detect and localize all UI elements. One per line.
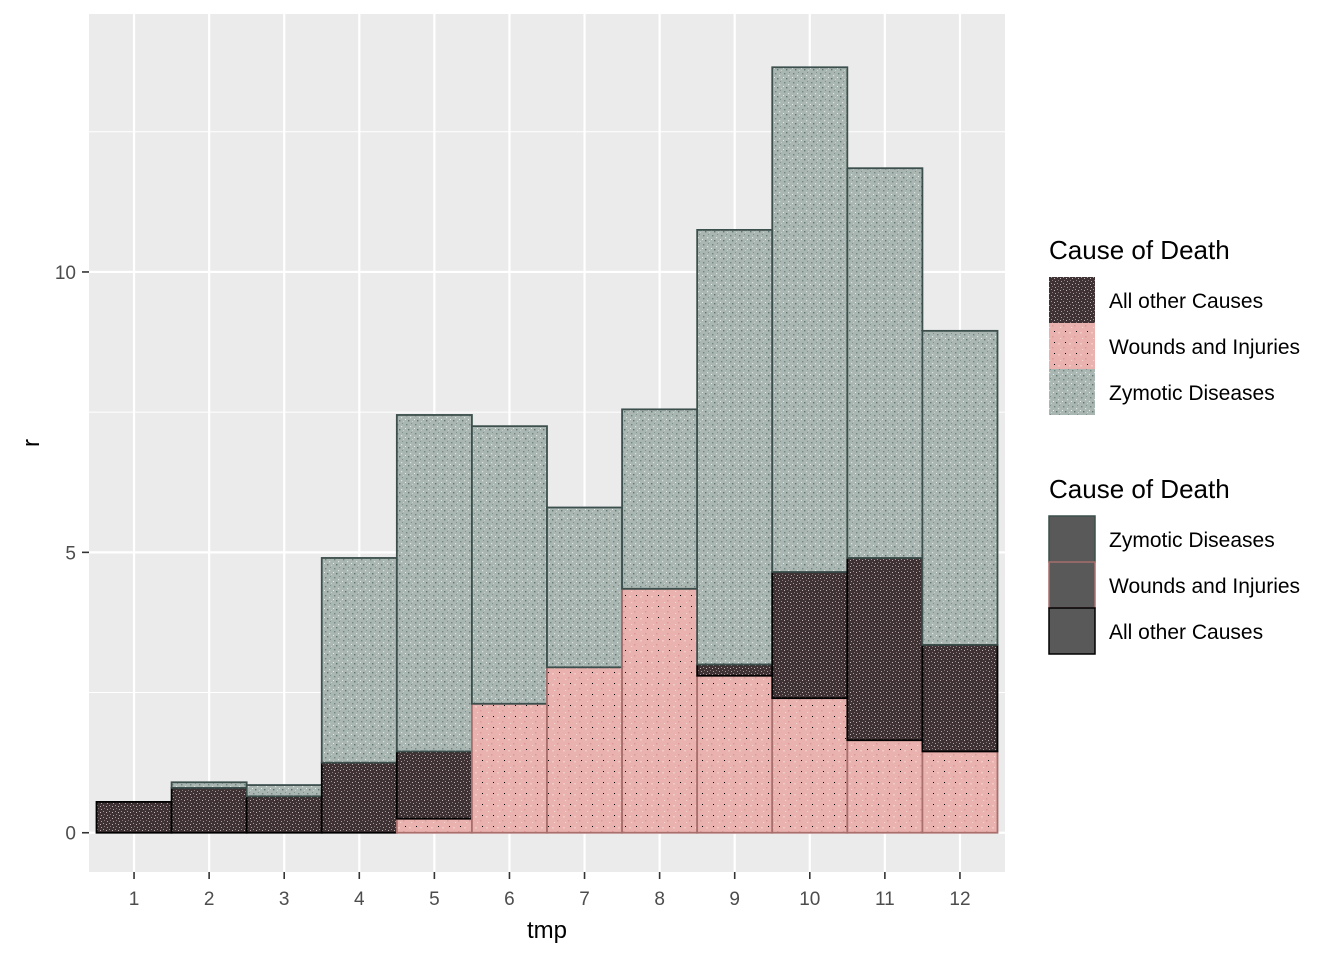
legend-key (1049, 369, 1095, 415)
y-tick-label: 0 (65, 824, 76, 845)
bar-all-other-causes-2 (170, 786, 248, 834)
x-tick-label: 12 (949, 889, 970, 910)
bar-wounds-and-injuries-11 (846, 739, 924, 834)
x-axis: 1 2 3 4 5 6 7 8 9 10 11 12 (129, 872, 971, 910)
x-tick-label: 1 (129, 889, 140, 910)
x-tick-label: 8 (654, 889, 665, 910)
legend-label: Wounds and Injuries (1109, 575, 1300, 598)
legend-title: Cause of Death (1049, 474, 1230, 504)
legend-label: Wounds and Injuries (1109, 336, 1300, 359)
x-tick-label: 6 (504, 889, 515, 910)
bar-zymotic-diseases-4 (320, 557, 398, 764)
y-axis: 0 5 10 (55, 263, 89, 845)
bar-all-other-causes-5 (395, 750, 473, 820)
bar-all-other-causes-12 (921, 643, 999, 753)
bar-all-other-causes-10 (771, 571, 849, 700)
legend-label: All other Causes (1109, 290, 1263, 313)
legend-title: Cause of Death (1049, 235, 1230, 265)
legend-label: Zymotic Diseases (1109, 529, 1275, 552)
legend-key (1048, 607, 1096, 655)
bar-zymotic-diseases-5 (395, 414, 473, 753)
legend-label: Zymotic Diseases (1109, 382, 1275, 405)
x-tick-label: 11 (875, 889, 895, 910)
x-tick-label: 9 (729, 889, 740, 910)
bar-zymotic-diseases-6 (471, 425, 548, 705)
bar-wounds-and-injuries-12 (921, 750, 999, 834)
bar-zymotic-diseases-7 (546, 506, 623, 669)
x-tick-label: 3 (279, 889, 290, 910)
bar-wounds-and-injuries-10 (771, 697, 849, 834)
bars (95, 66, 999, 834)
bar-wounds-and-injuries-5 (395, 817, 473, 834)
x-tick-label: 10 (799, 889, 820, 910)
y-tick-label: 10 (55, 263, 76, 284)
bar-zymotic-diseases-10 (771, 66, 849, 573)
bar-wounds-and-injuries-8 (621, 587, 699, 834)
bar-wounds-and-injuries-6 (471, 702, 548, 834)
bar-wounds-and-injuries-9 (696, 674, 774, 834)
bar-wounds-and-injuries-7 (546, 666, 623, 834)
legend-label: All other Causes (1109, 621, 1263, 644)
legend-key (1048, 561, 1096, 609)
bar-all-other-causes-3 (245, 795, 323, 834)
bar-zymotic-diseases-9 (696, 229, 774, 666)
x-tick-label: 7 (579, 889, 590, 910)
x-tick-label: 5 (429, 889, 440, 910)
bar-zymotic-diseases-11 (846, 167, 924, 559)
legends: Cause of Death All other Causes Wounds and… (1048, 235, 1300, 655)
bar-all-other-causes-4 (320, 761, 398, 834)
legend-key (1049, 277, 1095, 323)
x-axis-title: tmp (527, 917, 567, 944)
bar-zymotic-diseases-12 (921, 329, 999, 646)
legend-key (1049, 323, 1095, 369)
bar-zymotic-diseases-3 (245, 784, 323, 798)
bar-all-other-causes-11 (846, 557, 924, 742)
bar-zymotic-diseases-8 (621, 408, 699, 590)
x-tick-label: 2 (204, 889, 215, 910)
bar-all-other-causes-1 (95, 801, 173, 834)
bar-all-other-causes-9 (696, 663, 774, 677)
bar-zymotic-diseases-2 (170, 781, 248, 789)
y-axis-title: r (18, 439, 45, 447)
legend-key (1048, 515, 1096, 563)
x-tick-label: 4 (354, 889, 365, 910)
y-tick-label: 5 (65, 543, 76, 564)
